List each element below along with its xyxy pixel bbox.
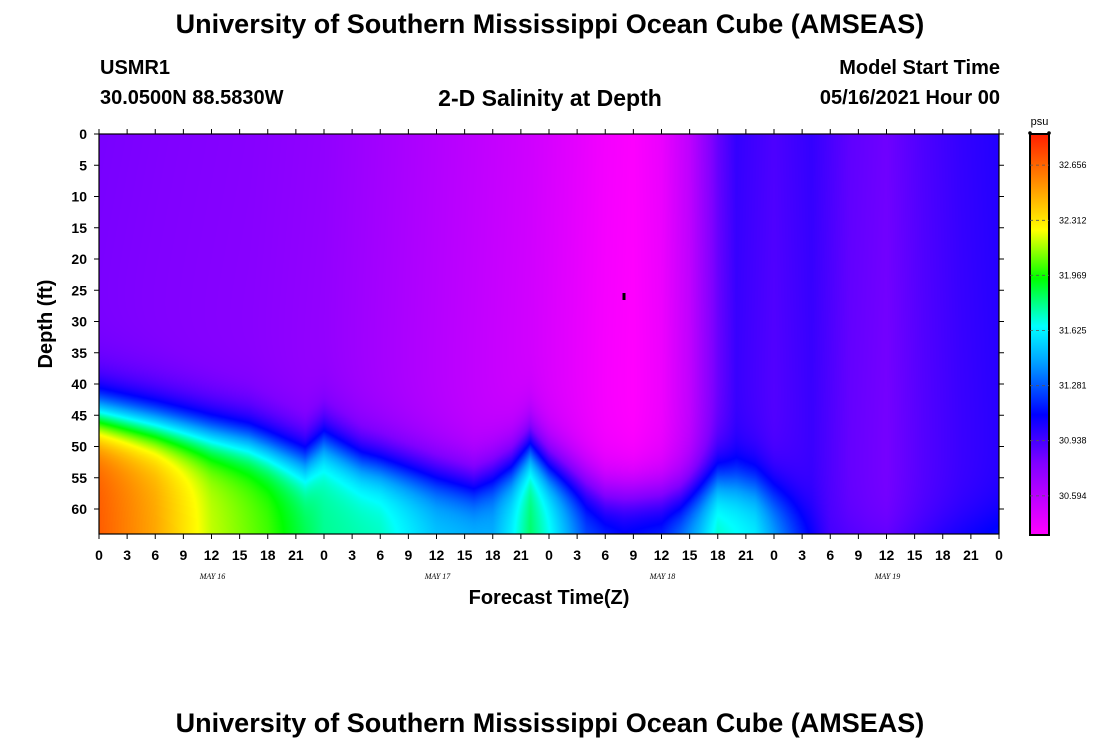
x-tick-label: 21 — [513, 547, 529, 563]
x-tick-label: 18 — [485, 547, 501, 563]
station-coords: 30.0500N 88.5830W — [100, 87, 284, 109]
colorbar — [1029, 133, 1050, 536]
y-tick-label: 60 — [71, 501, 87, 517]
x-tick-label: 12 — [429, 547, 445, 563]
x-tick-label: 12 — [879, 547, 895, 563]
station-marker — [622, 293, 626, 300]
colorbar-tick-label: 31.281 — [1059, 381, 1087, 391]
x-tick-label: 9 — [404, 547, 412, 563]
x-tick-label: 9 — [629, 547, 637, 563]
day-label: MAY 18 — [649, 572, 676, 581]
x-tick-label: 6 — [376, 547, 384, 563]
x-axis-title: Forecast Time(Z) — [469, 587, 630, 609]
x-tick-label: 3 — [123, 547, 131, 563]
colorbar-corner — [1047, 131, 1051, 135]
y-tick-label: 45 — [71, 407, 87, 423]
y-tick-label: 50 — [71, 439, 87, 455]
x-tick-label: 6 — [601, 547, 609, 563]
day-label: MAY 16 — [199, 572, 226, 581]
day-label: MAY 17 — [424, 572, 452, 581]
x-tick-label: 18 — [935, 547, 951, 563]
x-tick-label: 3 — [798, 547, 806, 563]
colorbar-unit: psu — [1031, 116, 1049, 128]
model-start-label: Model Start Time — [839, 57, 1000, 79]
footer-title: University of Southern Mississippi Ocean… — [175, 708, 925, 738]
y-tick-label: 35 — [71, 345, 87, 361]
x-tick-label: 6 — [826, 547, 834, 563]
x-tick-label: 0 — [95, 547, 103, 563]
x-tick-label: 12 — [204, 547, 220, 563]
x-tick-label: 0 — [995, 547, 1003, 563]
x-tick-label: 15 — [232, 547, 248, 563]
y-tick-label: 55 — [71, 470, 87, 486]
y-tick-label: 15 — [71, 220, 87, 236]
y-tick-label: 40 — [71, 376, 87, 392]
model-start-value: 05/16/2021 Hour 00 — [819, 87, 1000, 109]
colorbar-tick-label: 32.656 — [1059, 160, 1087, 170]
x-tick-label: 18 — [260, 547, 276, 563]
x-tick-label: 6 — [151, 547, 159, 563]
x-tick-label: 18 — [710, 547, 726, 563]
x-tick-label: 0 — [320, 547, 328, 563]
y-tick-label: 20 — [71, 251, 87, 267]
colorbar-tick-label: 30.594 — [1059, 491, 1087, 501]
x-tick-label: 21 — [288, 547, 304, 563]
main-title: University of Southern Mississippi Ocean… — [175, 9, 925, 39]
plot-title: 2-D Salinity at Depth — [438, 85, 662, 111]
x-tick-label: 3 — [348, 547, 356, 563]
heatmap-area — [99, 134, 999, 534]
y-tick-label: 10 — [71, 189, 87, 205]
y-tick-label: 5 — [79, 157, 87, 173]
y-tick-label: 25 — [71, 282, 87, 298]
day-label: MAY 19 — [874, 572, 901, 581]
y-axis-title: Depth (ft) — [35, 280, 57, 369]
colorbar-tick-label: 30.938 — [1059, 436, 1087, 446]
x-tick-label: 15 — [907, 547, 923, 563]
x-tick-label: 0 — [770, 547, 778, 563]
station-id: USMR1 — [100, 57, 171, 79]
colorbar-tick-label: 31.625 — [1059, 325, 1087, 335]
y-tick-label: 30 — [71, 314, 87, 330]
x-tick-label: 12 — [654, 547, 670, 563]
x-tick-label: 15 — [682, 547, 698, 563]
colorbar-tick-label: 32.312 — [1059, 215, 1087, 225]
x-tick-label: 0 — [545, 547, 553, 563]
colorbar-tick-label: 31.969 — [1059, 270, 1087, 280]
x-tick-label: 9 — [179, 547, 187, 563]
x-tick-label: 9 — [854, 547, 862, 563]
y-tick-label: 0 — [79, 126, 87, 142]
x-tick-label: 3 — [573, 547, 581, 563]
x-tick-label: 21 — [738, 547, 754, 563]
colorbar-corner — [1028, 131, 1032, 135]
x-tick-label: 21 — [963, 547, 979, 563]
x-tick-label: 15 — [457, 547, 473, 563]
